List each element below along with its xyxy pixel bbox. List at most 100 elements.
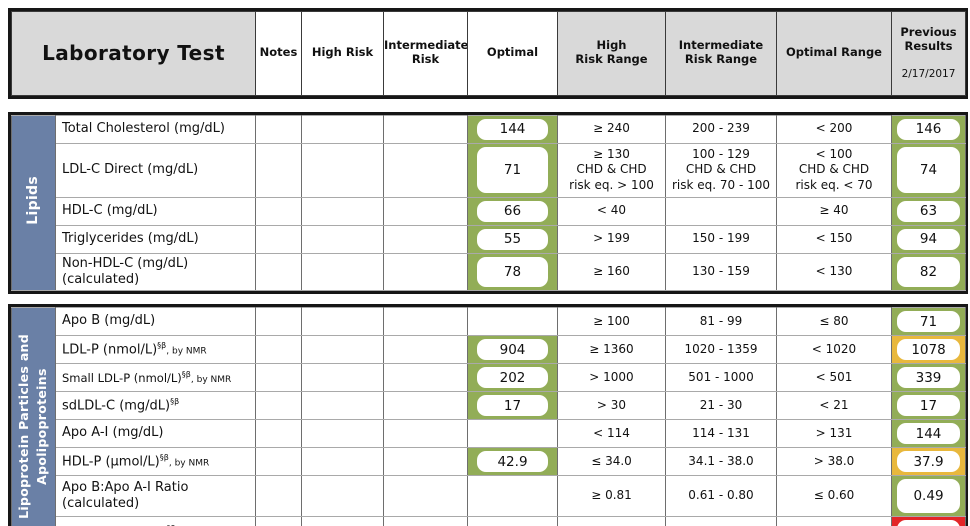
high-risk-flag-cell (301, 419, 384, 449)
optimal-result-cell: 66 (467, 196, 558, 226)
high-risk-range-cell: ≥ 160 (557, 252, 666, 292)
col-header-laboratory-test: Laboratory Test (11, 11, 256, 96)
result-pill: 55 (477, 228, 548, 250)
col-header-intermediate-risk: Intermediate Risk (383, 11, 468, 96)
optimal-range-cell: > 131 (776, 419, 892, 449)
optimal-range-cell: > 38.0 (776, 447, 892, 477)
result-pill: 66 (477, 200, 548, 222)
notes-cell (255, 142, 302, 198)
section-label-lipoprotein: Lipoprotein Particles and Apolipoprotein… (11, 307, 56, 526)
previous-result-cell: 1078 (891, 335, 966, 365)
col-header-optimal-range: Optimal Range (776, 11, 892, 96)
previous-result-cell: 63 (891, 196, 966, 226)
test-name-cell: Non-HDL-C (mg/dL) (calculated) (55, 252, 256, 292)
previous-result-cell: 94 (891, 224, 966, 254)
optimal-range-cell: < 130 (776, 252, 892, 292)
lipoprotein-section-table: Lipoprotein Particles and Apolipoprotein… (8, 304, 968, 526)
col-header-previous-results: Previous Results 2/17/2017 (891, 11, 966, 96)
footnote-marker: §β (157, 340, 167, 350)
previous-result-pill: 0.49 (897, 479, 960, 514)
optimal-result-cell: 144 (467, 114, 558, 144)
lipids-section-table: Lipids Total Cholesterol (mg/dL) 144 ≥ 2… (8, 111, 968, 295)
high-risk-flag-cell (301, 142, 384, 198)
row-non-hdl-c: Non-HDL-C (mg/dL) (calculated) 78 ≥ 160 … (12, 252, 966, 292)
optimal-result-cell (467, 307, 558, 337)
optimal-result-cell: 71 (467, 142, 558, 198)
previous-result-cell: 146 (891, 114, 966, 144)
optimal-range-cell: < 200 (776, 114, 892, 144)
test-name: HDL-C (mg/dL) (62, 202, 158, 218)
intermediate-risk-range-cell: 81 - 99 (665, 307, 777, 337)
previous-result-cell: 183 (891, 516, 966, 526)
intermediate-risk-range-cell: 100 - 129 CHD & CHD risk eq. 70 - 100 (665, 142, 777, 198)
row-total-cholesterol: Lipids Total Cholesterol (mg/dL) 144 ≥ 2… (11, 114, 966, 292)
high-risk-flag-cell (301, 475, 384, 518)
row-ldl-c-direct: LDL-C Direct (mg/dL) 71 ≥ 130 CHD & CHD … (12, 142, 966, 198)
intermediate-risk-range-cell: 114 - 131 (665, 419, 777, 449)
high-risk-flag-cell (301, 252, 384, 292)
previous-result-pill: 1078 (897, 339, 960, 361)
intermediate-risk-flag-cell (383, 391, 468, 421)
previous-result-pill: 82 (897, 256, 960, 287)
result-pill: 17 (477, 395, 548, 417)
result-pill: 71 (477, 147, 548, 194)
optimal-result-cell: 55 (467, 224, 558, 254)
previous-result-pill: 94 (897, 228, 960, 250)
high-risk-range-cell: > 199 (557, 224, 666, 254)
row-small-ldl-p: Small LDL-P (nmol/L)§β, by NMR 202 > 100… (12, 363, 966, 393)
notes-cell (255, 335, 302, 365)
previous-result-pill: 74 (897, 147, 960, 194)
previous-result-cell: 17 (891, 391, 966, 421)
optimal-range-cell: < 75 (776, 516, 892, 526)
intermediate-risk-range-cell: 34.1 - 38.0 (665, 447, 777, 477)
header-row: Laboratory Test Notes High Risk Intermed… (11, 11, 966, 96)
previous-result-cell: 37.9 (891, 447, 966, 477)
optimal-result-cell: 78 (467, 252, 558, 292)
optimal-result-cell: 42.9 (467, 447, 558, 477)
high-risk-flag-cell (301, 516, 384, 526)
intermediate-risk-flag-cell (383, 307, 468, 337)
high-risk-flag-cell (301, 363, 384, 393)
col-header-intermediate-risk-range: Intermediate Risk Range (665, 11, 777, 96)
notes-cell (255, 475, 302, 518)
optimal-range-cell: ≤ 80 (776, 307, 892, 337)
row-lp-a-p: Lp(a)-P (nmol/L)§β > 125 75 - 125 < 75 1… (12, 516, 966, 526)
high-risk-range-cell: < 114 (557, 419, 666, 449)
notes-cell (255, 224, 302, 254)
test-name-cell: sdLDL-C (mg/dL)§β (55, 391, 256, 421)
header-table: Laboratory Test Notes High Risk Intermed… (8, 8, 968, 99)
notes-cell (255, 196, 302, 226)
intermediate-risk-range-cell: 75 - 125 (665, 516, 777, 526)
high-risk-range-cell: ≤ 34.0 (557, 447, 666, 477)
test-name-line2: (calculated) (62, 496, 140, 512)
intermediate-risk-flag-cell (383, 224, 468, 254)
notes-cell (255, 363, 302, 393)
test-name: Apo B (mg/dL) (62, 313, 156, 329)
previous-result-pill: 144 (897, 423, 960, 445)
previous-result-pill: 339 (897, 367, 960, 389)
intermediate-risk-flag-cell (383, 516, 468, 526)
optimal-range-cell: < 21 (776, 391, 892, 421)
col-header-high-risk-range: High Risk Range (557, 11, 666, 96)
high-risk-range-cell: > 1000 (557, 363, 666, 393)
high-risk-flag-cell (301, 335, 384, 365)
high-risk-flag-cell (301, 224, 384, 254)
test-name: Apo A-I (mg/dL) (62, 425, 164, 441)
test-name-cell: Total Cholesterol (mg/dL) (55, 114, 256, 144)
intermediate-risk-flag-cell (383, 114, 468, 144)
optimal-range-cell: ≤ 0.60 (776, 475, 892, 518)
optimal-result-cell: 17 (467, 391, 558, 421)
intermediate-risk-range-cell: 0.61 - 0.80 (665, 475, 777, 518)
optimal-result-cell (467, 419, 558, 449)
notes-cell (255, 419, 302, 449)
previous-result-pill: 183 (897, 520, 960, 526)
col-header-high-risk: High Risk (301, 11, 384, 96)
section-label-text: Lipids (25, 176, 42, 226)
intermediate-risk-range-cell: 150 - 199 (665, 224, 777, 254)
high-risk-flag-cell (301, 196, 384, 226)
test-name-cell: Lp(a)-P (nmol/L)§β (55, 516, 256, 526)
method-note: , by NMR (190, 374, 232, 385)
high-risk-range-cell: ≥ 1360 (557, 335, 666, 365)
high-risk-flag-cell (301, 114, 384, 144)
notes-cell (255, 447, 302, 477)
